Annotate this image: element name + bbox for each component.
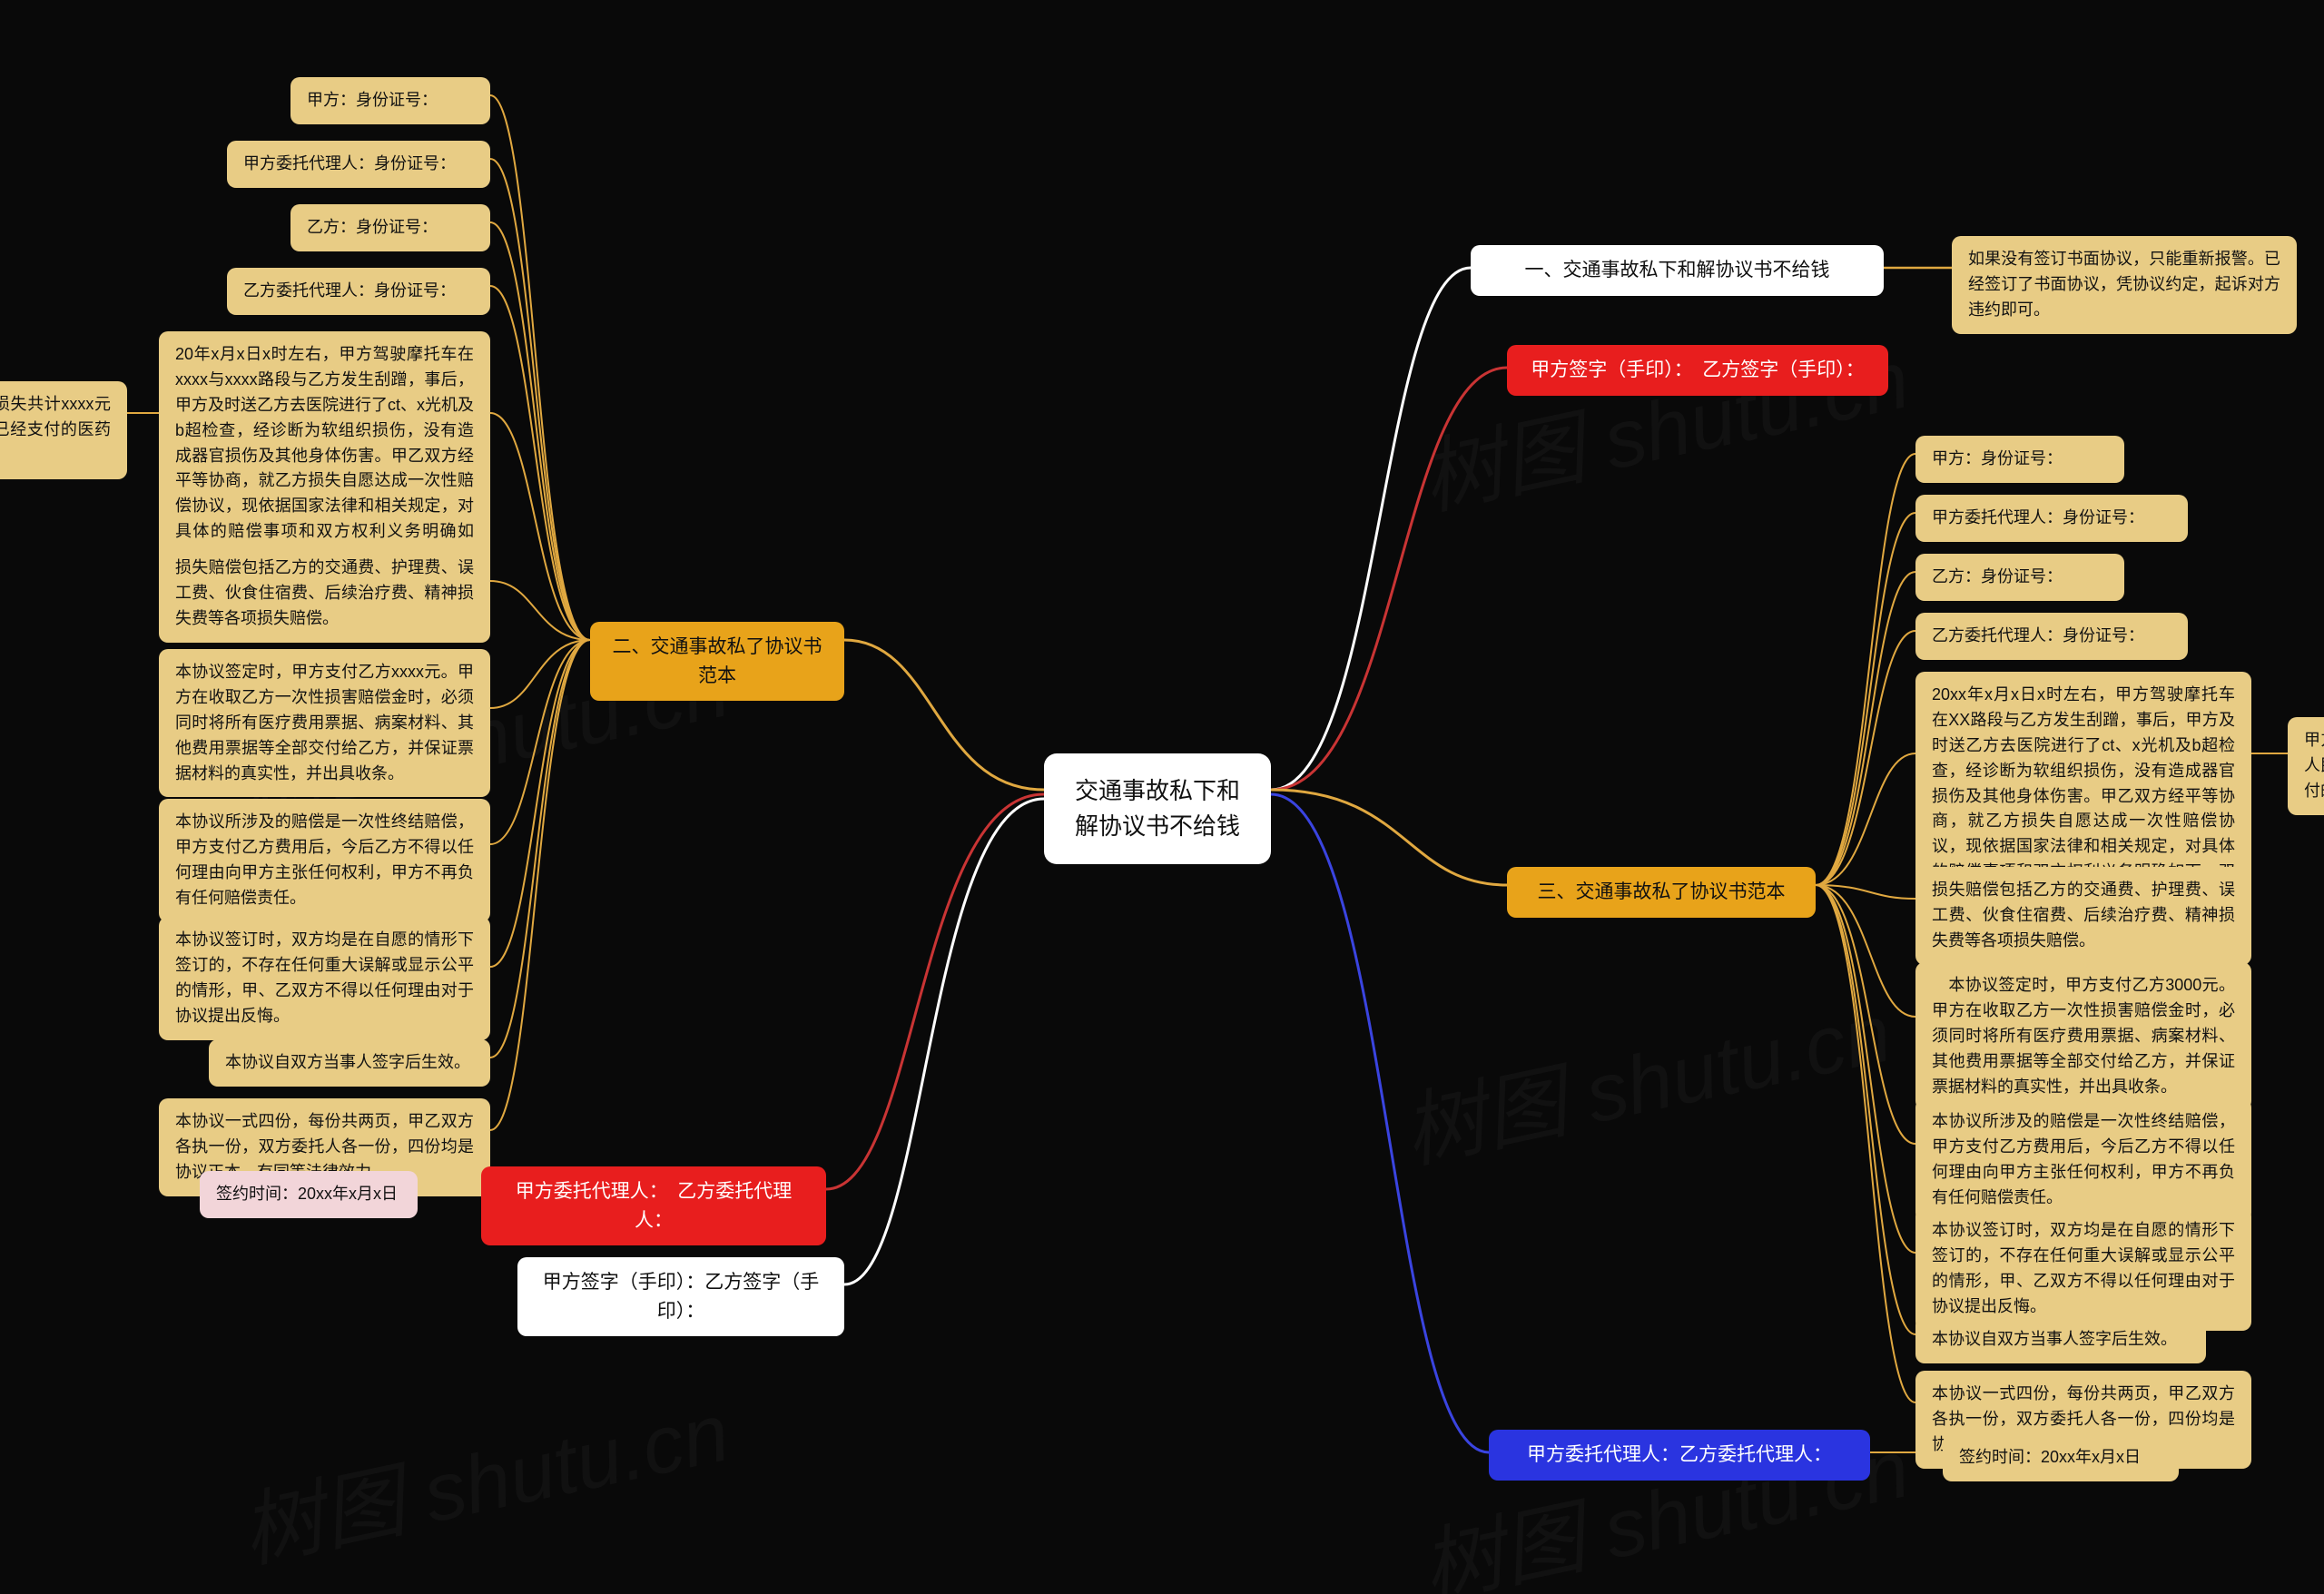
leaf-r3-2: 乙方：身份证号： — [1915, 554, 2124, 601]
leaf-r3-4-child: 甲方自愿赔偿给乙方各项损失共计3000元人民币（大写：叁仟圆整）（不包括已经支付… — [2288, 717, 2324, 815]
leaf-l2-0: 甲方：身份证号： — [290, 77, 490, 124]
watermark: 树图 shutu.cn — [229, 1366, 737, 1585]
leaf-l2-6: 本协议签定时，甲方支付乙方xxxx元。甲方在收取乙方一次性损害赔偿金时，必须同时… — [159, 649, 490, 797]
leaf-r3-7: 本协议所涉及的赔偿是一次性终结赔偿，甲方支付乙方费用后，今后乙方不得以任何理由向… — [1915, 1098, 2251, 1222]
leaf-l2-3: 乙方委托代理人：身份证号： — [227, 268, 490, 315]
leaf-r3-5: 损失赔偿包括乙方的交通费、护理费、误工费、伙食住宿费、后续治疗费、精神损失费等各… — [1915, 867, 2251, 965]
leaf-right-agent: 签约时间：20xx年x月x日 — [1943, 1434, 2179, 1481]
branch-left-agent-red: 甲方委托代理人： 乙方委托代理人： — [481, 1166, 826, 1245]
leaf-r3-3: 乙方委托代理人：身份证号： — [1915, 613, 2188, 660]
leaf-l2-9: 本协议自双方当事人签字后生效。 — [209, 1039, 490, 1087]
watermark: 树图 shutu.cn — [1391, 967, 1899, 1186]
leaf-l2-7: 本协议所涉及的赔偿是一次性终结赔偿，甲方支付乙方费用后，今后乙方不得以任何理由向… — [159, 799, 490, 922]
root-node: 交通事故私下和解协议书不给钱 — [1044, 753, 1271, 864]
leaf-r3-0: 甲方：身份证号： — [1915, 436, 2124, 483]
leaf-l2-8: 本协议签订时，双方均是在自愿的情形下签订的，不存在任何重大误解或显示公平的情形，… — [159, 917, 490, 1040]
branch-right-3: 三、交通事故私了协议书范本 — [1507, 867, 1816, 918]
branch-left-sig-white: 甲方签字（手印）：乙方签字（手印）： — [517, 1257, 844, 1336]
leaf-r3-1: 甲方委托代理人：身份证号： — [1915, 495, 2188, 542]
branch-right-1: 一、交通事故私下和解协议书不给钱 — [1471, 245, 1884, 296]
leaf-left-agent: 签约时间：20xx年x月x日 — [200, 1171, 418, 1218]
leaf-l2-4: 20年x月x日x时左右，甲方驾驶摩托车在xxxx与xxxx路段与乙方发生刮蹭，事… — [159, 331, 490, 581]
branch-left-2: 二、交通事故私了协议书范本 — [590, 622, 844, 701]
leaf-l2-5: 损失赔偿包括乙方的交通费、护理费、误工费、伙食住宿费、后续治疗费、精神损失费等各… — [159, 545, 490, 643]
leaf-right-1: 如果没有签订书面协议，只能重新报警。已经签订了书面协议，凭协议约定，起诉对方违约… — [1952, 236, 2297, 334]
leaf-l2-1: 甲方委托代理人：身份证号： — [227, 141, 490, 188]
leaf-r3-8: 本协议签订时，双方均是在自愿的情形下签订的，不存在任何重大误解或显示公平的情形，… — [1915, 1207, 2251, 1331]
branch-right-sig: 甲方签字（手印）： 乙方签字（手印）： — [1507, 345, 1888, 396]
leaf-l2-2: 乙方：身份证号： — [290, 204, 490, 251]
leaf-r3-6: 本协议签定时，甲方支付乙方3000元。甲方在收取乙方一次性损害赔偿金时，必须同时… — [1915, 962, 2251, 1110]
leaf-l2-4-child: 甲方自愿赔偿给乙方各项损失共计xxxx元人民币（大写：）（不包括已经支付的医药费… — [0, 381, 127, 479]
leaf-r3-9: 本协议自双方当事人签字后生效。 — [1915, 1316, 2206, 1363]
branch-right-agent: 甲方委托代理人：乙方委托代理人： — [1489, 1430, 1870, 1481]
